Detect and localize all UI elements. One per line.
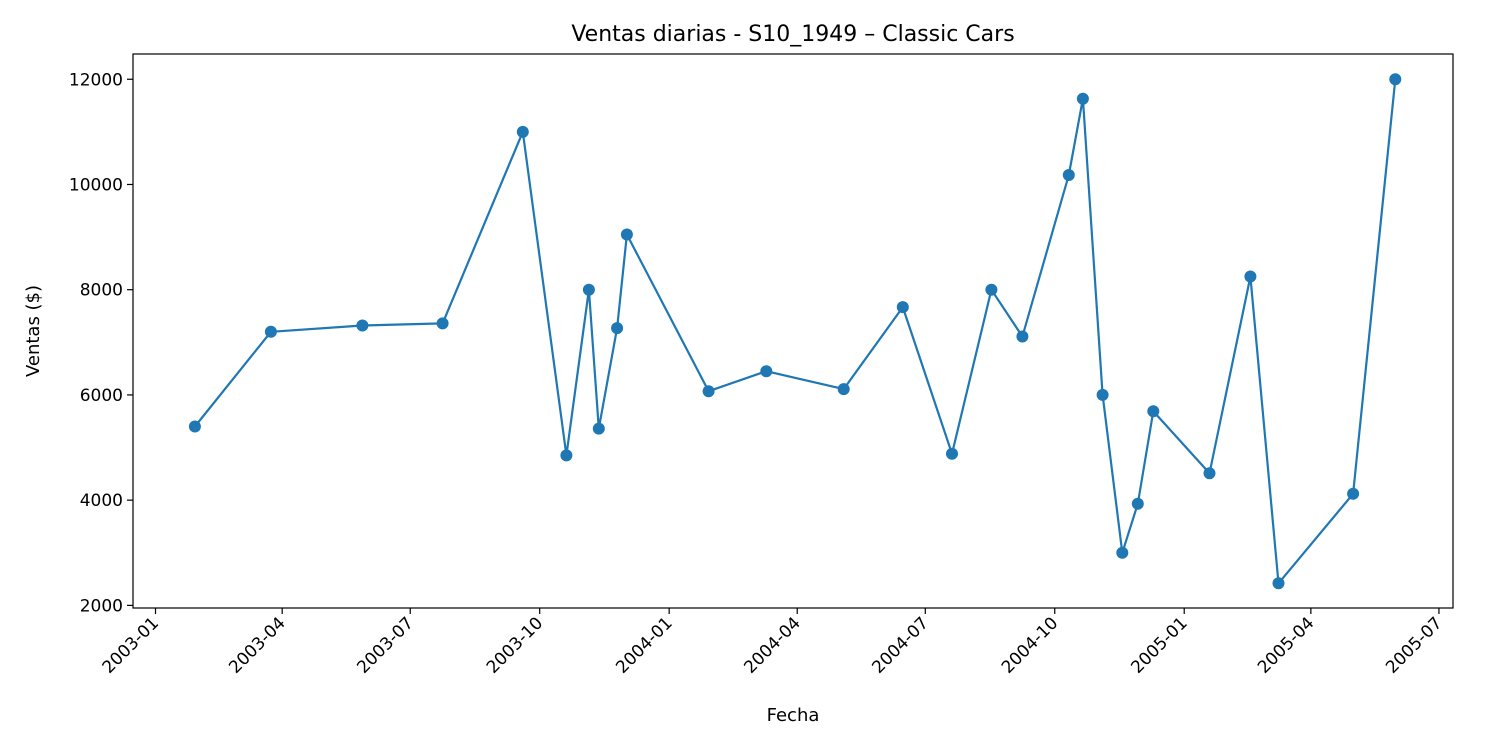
data-point [436,317,449,330]
data-point [1203,467,1216,480]
data-point [560,449,573,462]
x-tick-label: 2005-04 [1254,613,1318,677]
data-point [1389,73,1402,86]
y-axis-label: Ventas ($) [23,285,44,377]
x-tick-label: 2003-10 [483,613,547,677]
y-tick-label: 8000 [80,281,123,301]
plot-area [132,53,1454,609]
data-point [582,283,595,296]
data-point [264,325,277,338]
x-tick-label: 2004-07 [868,613,932,677]
data-point [1096,388,1109,401]
data-point [188,420,201,433]
data-point [592,422,605,435]
x-tick-label: 2004-10 [998,613,1062,677]
x-tick-label: 2004-04 [740,613,804,677]
x-tick-label: 2003-04 [225,613,289,677]
data-point [1272,577,1285,590]
data-point [611,322,624,335]
data-point [985,283,998,296]
data-point [1062,169,1075,181]
data-point [896,301,909,314]
data-point [356,319,369,332]
data-point [1076,92,1089,105]
x-tick-label: 2004-01 [612,613,676,677]
data-point [516,125,529,138]
y-tick-label: 4000 [80,491,123,511]
y-tick-label: 2000 [80,596,123,616]
series-layer [188,73,1402,590]
data-point [620,228,633,241]
plot-frame [132,53,1454,609]
data-point [760,365,773,378]
x-tick-label: 2005-01 [1127,613,1191,677]
data-point [837,383,850,396]
data-point [1147,405,1160,418]
data-point [1347,487,1360,500]
series-line [194,79,1397,585]
x-axis: 2003-01 2003-04 2003-07 2003-10 2004-01 2004-… [99,608,1446,678]
x-axis-label: Fecha [767,705,820,726]
data-point [702,385,715,398]
data-point [1016,330,1029,343]
x-tick-label: 2005-07 [1382,613,1446,677]
data-point [1116,546,1129,559]
data-point [946,447,958,460]
y-tick-label: 6000 [80,386,123,406]
data-point [1131,497,1144,510]
y-axis: 2000 4000 6000 8000 10000 12000 [69,70,133,616]
y-tick-label: 10000 [69,175,123,195]
x-tick-label: 2003-01 [99,613,163,677]
x-tick-label: 2003-07 [353,613,417,677]
y-tick-label: 12000 [69,70,123,90]
data-point [1244,270,1257,283]
chart-title: Ventas diarias - S10_1949 – Classic Cars [571,22,1014,47]
